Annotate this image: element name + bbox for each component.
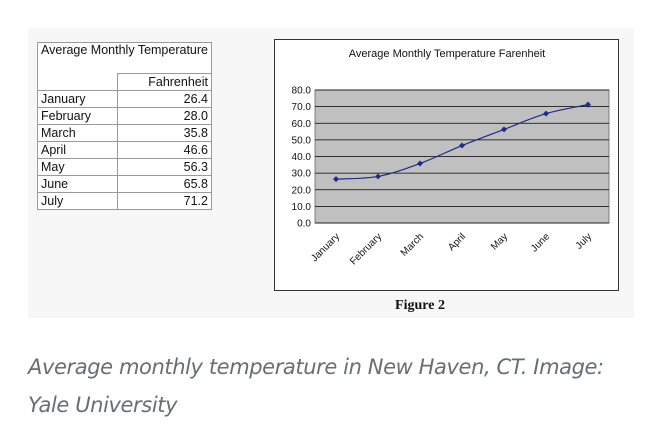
table-row: February 28.0 [36,107,212,125]
month-cell: July [36,192,119,210]
data-markers [333,101,591,183]
value-cell: 65.8 [117,175,212,193]
y-tick-label: 10.0 [292,202,312,213]
month-cell: January [36,90,119,108]
chart-canvas: Average Monthly Temperature Farenheit 0.… [292,48,610,267]
figure-label: Figure 2 [395,298,445,313]
month-cell: February [36,107,119,125]
table-header-row: Fahrenheit [36,73,212,91]
value-cell: 26.4 [117,90,212,108]
x-axis-ticks: January February March April May June July [309,231,594,267]
y-tick-label: 70.0 [292,102,312,113]
x-tick-label: April [446,231,468,253]
y-tick-label: 40.0 [292,152,312,163]
table-header-fahrenheit: Fahrenheit [117,73,212,91]
table-title-row: Average Monthly Temperature [37,42,212,74]
value-cell: 71.2 [117,192,212,210]
value-cell: 56.3 [117,158,212,176]
y-tick-label: 60.0 [292,119,312,130]
x-tick-label: May [489,231,510,252]
value-cell: 46.6 [117,141,212,159]
image-caption: Average monthly temperature in New Haven… [28,355,604,417]
chart-title: Average Monthly Temperature Farenheit [349,48,545,60]
value-cell: 35.8 [117,124,212,142]
x-tick-label: January [309,231,342,264]
table-row: June 65.8 [36,175,212,193]
data-point [585,101,591,108]
y-tick-label: 0.0 [297,219,311,230]
line-chart: Average Monthly Temperature Farenheit 0.… [274,39,619,291]
table-row: July 71.2 [36,192,212,210]
table-row: May 56.3 [36,158,212,176]
month-cell: April [36,141,119,159]
temperature-table: Average Monthly Temperature Fahrenheit J… [36,42,212,210]
y-tick-label: 80.0 [292,86,312,97]
month-cell: May [36,158,119,176]
x-tick-label: March [399,231,426,258]
data-point [543,110,549,117]
x-tick-label: February [348,231,384,267]
x-tick-label: June [529,231,552,254]
month-cell: March [36,124,119,142]
y-tick-label: 50.0 [292,135,312,146]
y-axis-ticks: 0.0 10.0 20.0 30.0 40.0 50.0 60.0 70.0 80.0 [292,86,312,230]
value-cell: 28.0 [117,107,212,125]
table-row: April 46.6 [36,141,212,159]
y-tick-label: 20.0 [292,185,312,196]
grid-lines [315,89,609,224]
table-row: March 35.8 [36,124,212,142]
table-title: Average Monthly Temperature [37,42,212,74]
x-tick-label: July [574,231,594,251]
table-header-blank [36,73,119,91]
y-tick-label: 30.0 [292,169,312,180]
table-row: January 26.4 [36,90,212,108]
month-cell: June [36,175,119,193]
